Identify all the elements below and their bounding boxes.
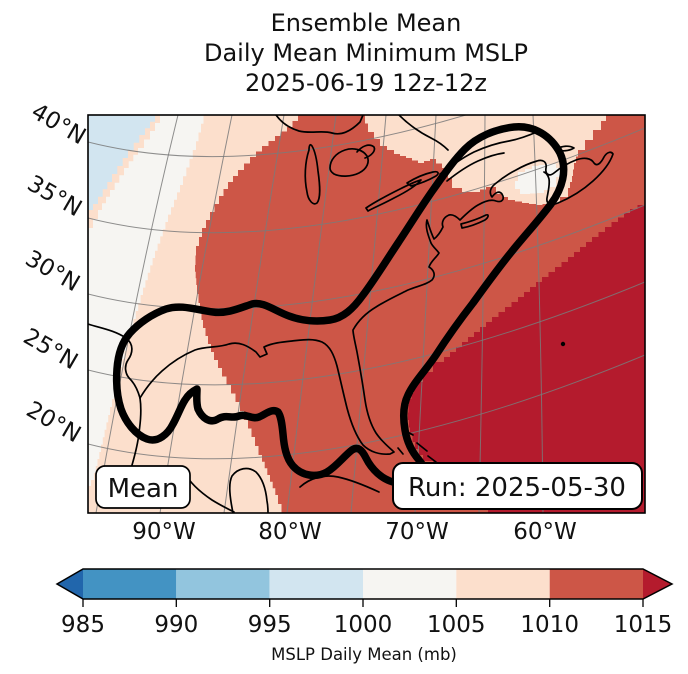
map-axes: Mean Run: 2025-05-30 40°N 35°N 30°N 25°N 20°… bbox=[19, 99, 646, 545]
coastline-lake-michigan bbox=[304, 143, 321, 205]
parallel-40°N bbox=[88, 115, 468, 158]
longitude-axis-labels: 90°W 80°W 70°W 60°W bbox=[132, 519, 577, 545]
run-annotation-box: Run: 2025-05-30 bbox=[392, 462, 643, 510]
colorbar-tick-label-990: 990 bbox=[154, 612, 198, 638]
highlight-contour bbox=[112, 123, 568, 488]
coastline-lake-huron bbox=[329, 147, 369, 177]
lon-tick-label-90°W: 90°W bbox=[132, 519, 196, 545]
lat-tick-label-40°N: 40°N bbox=[27, 99, 90, 151]
coastline-gulf-atlantic-mainland bbox=[139, 151, 614, 456]
coastline-yucatan bbox=[228, 467, 269, 513]
parallel-30°N bbox=[88, 204, 645, 310]
coastline-st-lawrence-south bbox=[446, 152, 505, 182]
parallel-20°N bbox=[88, 354, 645, 460]
mean-annotation-label: Mean bbox=[108, 474, 179, 504]
lat-tick-label-20°N: 20°N bbox=[22, 397, 85, 449]
colorbar-tick-label-1010: 1010 bbox=[520, 612, 579, 638]
meridian-7 bbox=[532, 115, 544, 513]
colorbar-tick-label-985: 985 bbox=[61, 612, 105, 638]
run-annotation-label: Run: 2025-05-30 bbox=[408, 473, 626, 503]
colorbar-tick-label-995: 995 bbox=[248, 612, 292, 638]
fill-1000-1005-band bbox=[88, 115, 206, 492]
meridian-6 bbox=[478, 115, 486, 513]
title-line-1: Ensemble Mean bbox=[271, 9, 462, 37]
title-block: Ensemble Mean Daily Mean Minimum MSLP 20… bbox=[204, 9, 528, 97]
lon-tick-label-60°W: 60°W bbox=[513, 519, 577, 545]
colorbar-segment-1 bbox=[176, 569, 270, 599]
parallel-25°N bbox=[88, 281, 645, 386]
colorbar-over-arrow bbox=[643, 569, 672, 599]
title-line-3: 2025-06-19 12z-12z bbox=[245, 69, 487, 97]
colorbar-segment-4 bbox=[456, 569, 550, 599]
lat-tick-label-30°N: 30°N bbox=[21, 246, 84, 298]
colorbar-segment-3 bbox=[363, 569, 457, 599]
meridian-1 bbox=[159, 115, 233, 513]
lat-tick-label-35°N: 35°N bbox=[23, 171, 86, 223]
lon-tick-label-80°W: 80°W bbox=[258, 519, 322, 545]
meridian-3 bbox=[286, 115, 337, 513]
colorbar-segment-0 bbox=[83, 569, 177, 599]
colorbar-segments bbox=[57, 569, 672, 599]
lat-tick-label-25°N: 25°N bbox=[19, 324, 82, 376]
coastline-bermuda bbox=[560, 341, 566, 347]
coastline-lake-ontario bbox=[406, 170, 439, 187]
mean-annotation-box: Mean bbox=[95, 465, 191, 509]
latitude-axis-labels: 40°N 35°N 30°N 25°N 20°N bbox=[19, 99, 90, 449]
colorbar-tick-label-1015: 1015 bbox=[614, 612, 673, 638]
colorbar: 985 990 995 1000 1005 1010 1015 MSLP Daily Mea… bbox=[55, 568, 674, 664]
parallel-35°N bbox=[88, 127, 645, 234]
coastline-st-lawrence-upper bbox=[398, 115, 449, 151]
lon-tick-label-70°W: 70°W bbox=[385, 519, 449, 545]
graticule-gridlines bbox=[88, 115, 645, 513]
fill-over-1015 bbox=[408, 205, 645, 513]
meridian-0 bbox=[95, 115, 179, 513]
fill-995-1000-wedge bbox=[88, 115, 160, 216]
colorbar-tick-label-1000: 1000 bbox=[334, 612, 393, 638]
coastline-long-island bbox=[460, 213, 489, 229]
colorbar-tick-label-1005: 1005 bbox=[427, 612, 486, 638]
colorbar-segment-5 bbox=[549, 569, 643, 599]
colorbar-tick-marks bbox=[82, 599, 644, 607]
coastline-lake-erie bbox=[365, 179, 422, 212]
meridian-4 bbox=[350, 115, 387, 513]
coastline-cuba bbox=[299, 475, 380, 493]
coastline-rio-grande bbox=[88, 323, 141, 399]
title-line-2: Daily Mean Minimum MSLP bbox=[204, 39, 528, 67]
colorbar-segment-2 bbox=[269, 569, 363, 599]
colorbar-tick-labels: 985 990 995 1000 1005 1010 1015 bbox=[61, 612, 672, 638]
coastline-georgian-bay bbox=[356, 144, 376, 159]
colorbar-axis-label: MSLP Daily Mean (mb) bbox=[271, 645, 457, 664]
coastline-lake-superior bbox=[275, 115, 364, 135]
map-border bbox=[87, 114, 646, 514]
colorbar-under-arrow bbox=[57, 569, 83, 599]
